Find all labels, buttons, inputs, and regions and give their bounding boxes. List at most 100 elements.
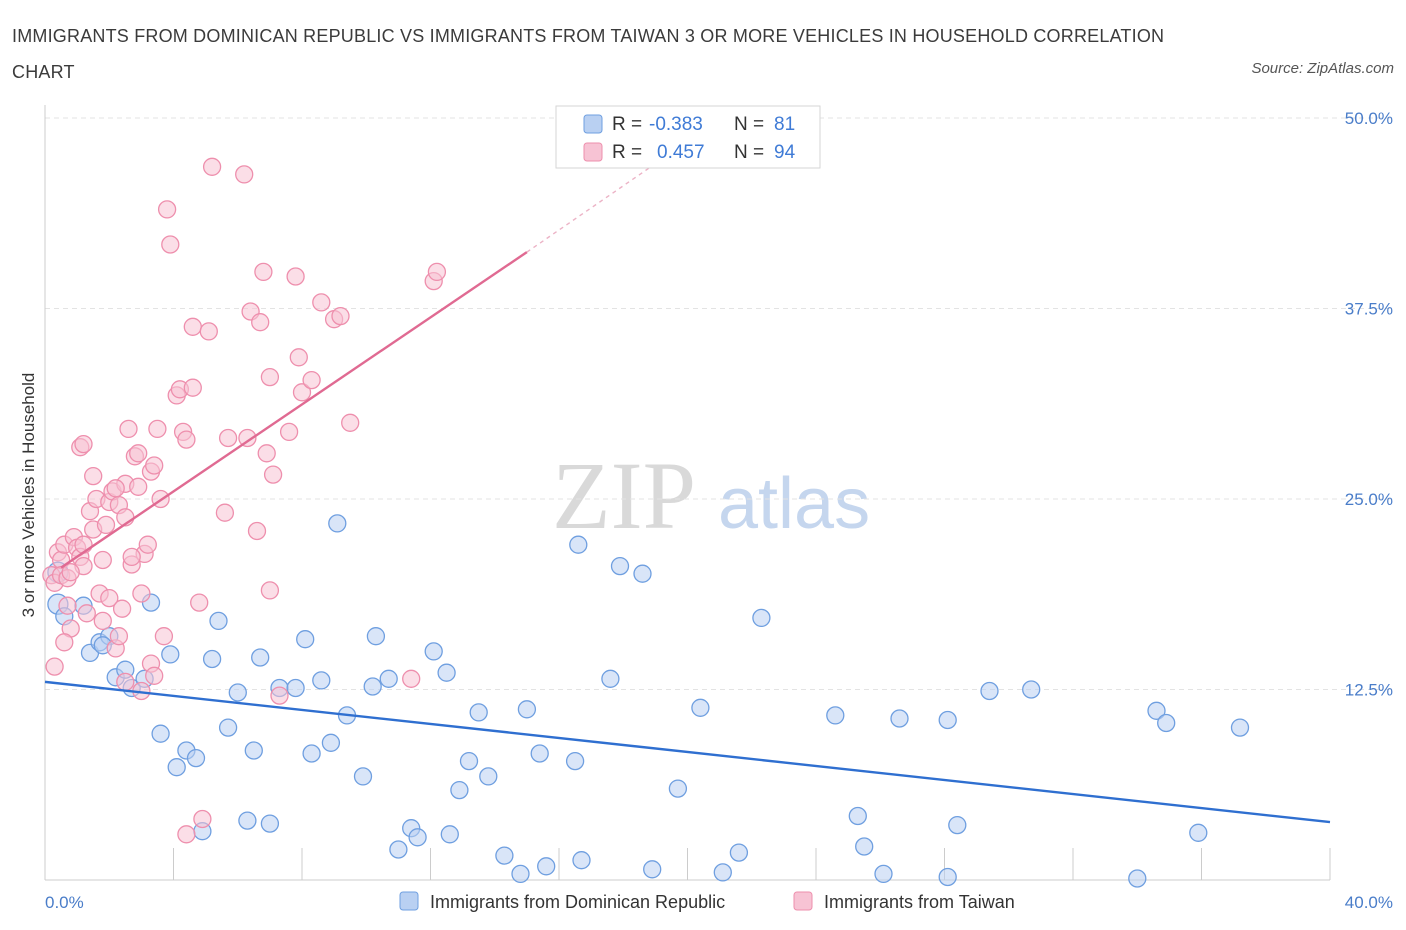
dominican-point-36 — [366, 627, 386, 646]
taiwan-point-78 — [331, 306, 350, 326]
dominican-point-48 — [495, 846, 514, 865]
trend-lines — [44, 163, 1331, 824]
dominican-point-51 — [530, 744, 549, 763]
dominican-point-60 — [668, 779, 688, 798]
taiwan-point-43 — [148, 419, 167, 439]
taiwan-point-52 — [183, 378, 202, 397]
dominican-point-22 — [238, 811, 257, 830]
dominican-point-18 — [202, 649, 222, 669]
taiwan-point-54 — [190, 593, 209, 612]
dominican-point-28 — [296, 630, 315, 649]
legend-n-value-taiwan: 94 — [774, 142, 796, 163]
taiwan-point-29 — [112, 599, 132, 618]
dominican-point-46 — [469, 703, 488, 722]
taiwan-point-21 — [93, 550, 112, 570]
legend-r-value-taiwan: 0.457 — [657, 142, 705, 163]
taiwan-point-93 — [145, 666, 164, 685]
taiwan-point-86 — [55, 633, 74, 652]
taiwan-point-85 — [119, 419, 138, 439]
taiwan-point-68 — [260, 367, 280, 387]
watermark-zip: ZIP — [552, 442, 696, 549]
dominican-point-78 — [1189, 823, 1208, 842]
dominican-point-72 — [948, 815, 967, 835]
taiwan-point-39 — [138, 535, 157, 554]
taiwan-point-71 — [279, 422, 299, 442]
correlation-legend: R = -0.383 N = 81 R = 0.457 N = 94 — [555, 105, 821, 169]
taiwan-point-42 — [145, 456, 164, 475]
taiwan-point-82 — [427, 262, 447, 282]
y-tick-labels: 12.5% 25.0% 37.5% 50.0% — [1345, 109, 1393, 700]
watermark-atlas: atlas — [718, 464, 870, 544]
dominican-point-13 — [161, 645, 180, 664]
dominican-point-61 — [691, 698, 710, 717]
dominican-point-43 — [440, 825, 459, 844]
dominican-point-27 — [286, 678, 305, 698]
dominican-point-49 — [511, 864, 530, 884]
dominican-point-35 — [363, 677, 382, 696]
taiwan-point-91 — [106, 479, 125, 498]
dominican-point-21 — [228, 683, 247, 702]
taiwan-point-36 — [132, 584, 151, 603]
taiwan-point-15 — [77, 604, 96, 623]
chart-title: IMMIGRANTS FROM DOMINICAN REPUBLIC VS IM… — [12, 26, 1165, 82]
gridlines — [45, 117, 1393, 690]
taiwan-point-2 — [45, 657, 64, 676]
scatter-points — [42, 157, 1250, 888]
series-legend: Immigrants from Dominican Republic Immig… — [399, 891, 1015, 912]
dominican-point-12 — [151, 724, 170, 743]
dominican-point-56 — [601, 669, 620, 688]
dominican-point-59 — [633, 564, 652, 583]
taiwan-point-14 — [74, 535, 93, 554]
taiwan-point-66 — [257, 444, 276, 463]
dominican-trend-line — [44, 680, 1331, 824]
taiwan-point-92 — [122, 547, 141, 567]
dominican-point-31 — [321, 733, 341, 752]
legend-r-label-1: R = — [612, 114, 642, 135]
dominican-point-76 — [1147, 701, 1166, 720]
taiwan-point-55 — [193, 809, 212, 829]
legend-n-value-dominican: 81 — [774, 114, 795, 135]
dominican-point-71 — [938, 867, 957, 887]
dominican-point-79 — [1230, 718, 1250, 737]
taiwan-point-59 — [218, 428, 238, 448]
dominican-point-25 — [260, 814, 280, 833]
dominican-point-38 — [389, 840, 408, 859]
y-tick-label-0: 12.5% — [1345, 681, 1393, 700]
taiwan-point-87 — [93, 611, 112, 631]
taiwan-point-60 — [235, 165, 254, 184]
dominican-point-53 — [565, 751, 585, 771]
y-tick-label-2: 37.5% — [1345, 300, 1393, 319]
dominican-point-20 — [218, 718, 238, 737]
taiwan-point-72 — [286, 267, 305, 286]
legend-n-label-2: N = — [734, 142, 764, 163]
taiwan-point-90 — [61, 563, 80, 582]
dominican-point-70 — [938, 710, 957, 730]
taiwan-point-18 — [84, 466, 103, 486]
legend-swatch-taiwan — [583, 142, 603, 162]
taiwan-point-84 — [74, 434, 93, 454]
dominican-point-66 — [848, 806, 867, 826]
bottom-legend-swatch-dominican — [399, 891, 419, 911]
taiwan-point-89 — [177, 825, 196, 844]
legend-r-label-2: R = — [612, 142, 642, 163]
dominican-point-69 — [890, 709, 909, 728]
dominican-point-19 — [209, 611, 228, 631]
taiwan-point-53 — [183, 317, 202, 336]
dominican-point-52 — [537, 857, 556, 876]
taiwan-point-22 — [96, 515, 116, 535]
y-tick-label-3: 50.0% — [1345, 109, 1393, 128]
y-axis-title: 3 or more Vehicles in Household — [19, 373, 38, 618]
taiwan-point-35 — [129, 444, 148, 463]
dominican-point-24 — [251, 648, 270, 667]
dominican-point-32 — [328, 514, 347, 533]
taiwan-point-45 — [154, 627, 174, 646]
taiwan-point-79 — [341, 413, 360, 432]
taiwan-point-47 — [161, 235, 180, 254]
taiwan-point-64 — [251, 313, 270, 332]
dominican-point-40 — [408, 828, 427, 847]
dominican-point-68 — [874, 864, 893, 884]
dominican-point-77 — [1157, 713, 1176, 733]
taiwan-point-74 — [292, 383, 312, 402]
taiwan-trend-extension — [526, 163, 656, 253]
dominican-point-65 — [826, 706, 845, 725]
